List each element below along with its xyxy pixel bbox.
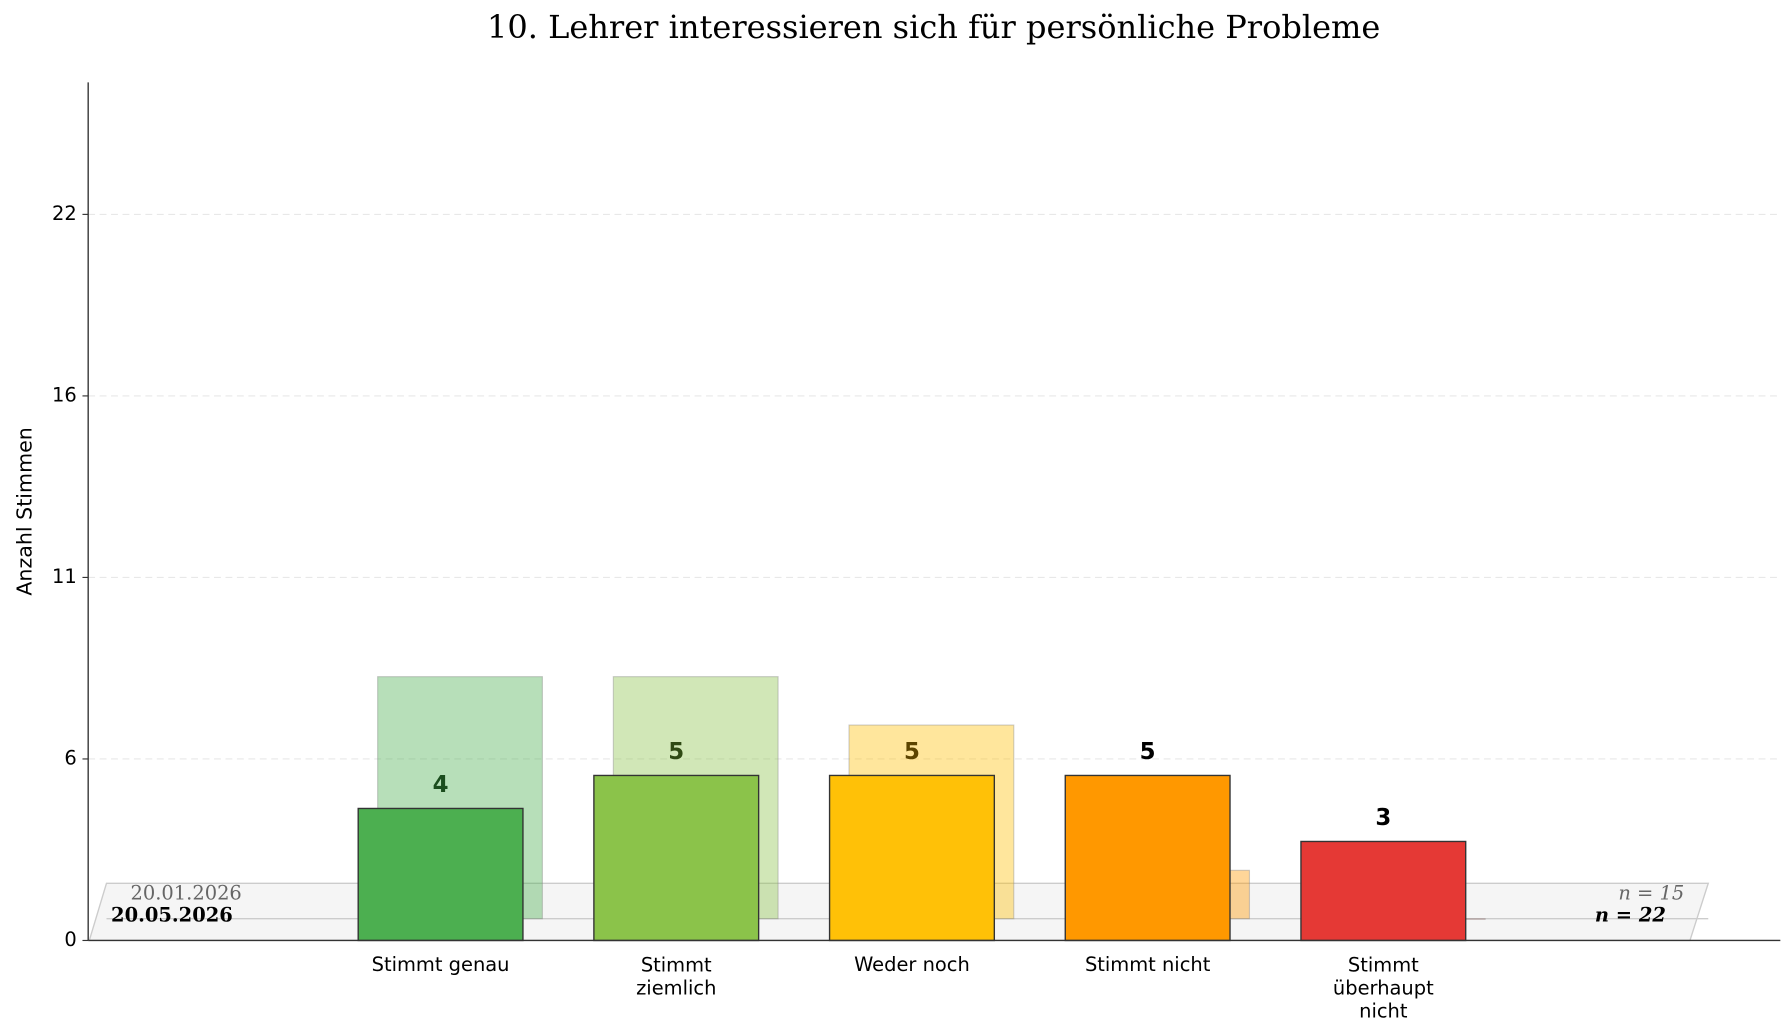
y-axis-label: Anzahl Stimmen [12, 427, 36, 595]
bar [357, 807, 524, 942]
x-tick-label: Stimmt genau [372, 953, 510, 976]
value-label: 5 [904, 739, 920, 765]
y-tick-label: 0 [64, 928, 76, 951]
bar [828, 774, 996, 942]
value-label: 4 [433, 772, 449, 798]
legend-back-date: 20.01.2026 [131, 882, 242, 905]
chart-title: 10. Lehrer interessieren sich für persön… [487, 8, 1380, 46]
x-tick-label: Stimmt überhaupt nicht [1333, 953, 1434, 1022]
bar [593, 774, 760, 942]
value-label: 5 [668, 739, 684, 765]
y-tick-label: 6 [64, 746, 76, 769]
bar [1300, 840, 1467, 942]
value-label: 5 [1140, 739, 1156, 765]
y-tick-label: 22 [52, 202, 77, 225]
y-tick-label: 11 [52, 565, 77, 588]
y-tick-label: 16 [52, 383, 77, 406]
x-tick-label: Stimmt ziemlich [636, 953, 716, 999]
x-tick-label: Stimmt nicht [1085, 953, 1211, 976]
bar [1064, 774, 1231, 942]
x-tick-label: Weder noch [854, 953, 970, 976]
value-label: 3 [1375, 805, 1391, 831]
legend-front-n: n = 22 [1595, 903, 1666, 926]
legend-front-date: 20.05.2026 [111, 903, 233, 926]
legend-back-n: n = 15 [1618, 882, 1684, 905]
